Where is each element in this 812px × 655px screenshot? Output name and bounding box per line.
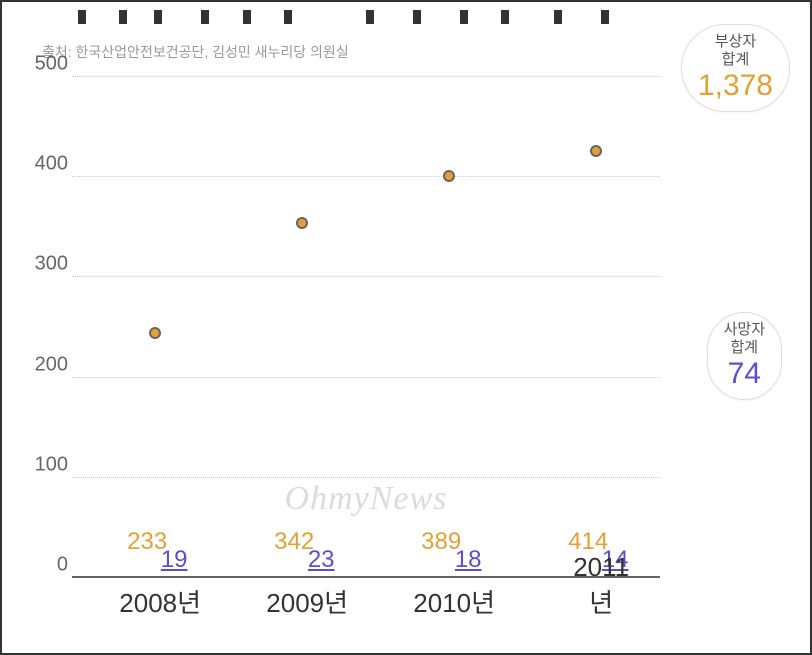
x-category-label: 2009년 (266, 583, 348, 620)
chart-container: 출처: 한국산업안전보건공단, 김성민 새누리당 의원실 0 100 200 3… (2, 2, 810, 653)
callout-title: 합계 (724, 339, 765, 357)
trend-dot (149, 327, 161, 339)
x-category-label: 2008년 (119, 583, 201, 620)
gridline (72, 276, 660, 277)
bar-value-purple: 18 (455, 546, 482, 574)
callout-title: 사망자 (724, 321, 765, 339)
y-tick-label: 0 (22, 554, 68, 577)
callout-title: 부상자 (698, 33, 773, 51)
trend-dot (443, 170, 455, 182)
watermark: OhmyNews (285, 480, 448, 518)
x-category-label: 2011년 (572, 552, 631, 620)
y-tick-label: 500 (22, 53, 68, 76)
bar-value-purple: 23 (308, 546, 335, 574)
y-tick-label: 200 (22, 353, 68, 376)
trend-dot (296, 217, 308, 229)
callout-orange-total: 부상자 합계 1,378 (681, 24, 790, 112)
trend-dot (590, 145, 602, 157)
y-tick-label: 100 (22, 453, 68, 476)
gridline (72, 377, 660, 378)
y-tick-label: 400 (22, 153, 68, 176)
callout-value: 1,378 (698, 69, 773, 103)
source-text: 출처: 한국산업안전보건공단, 김성민 새누리당 의원실 (42, 42, 349, 62)
y-tick-label: 300 (22, 253, 68, 276)
y-axis: 0 100 200 300 400 500 (22, 77, 72, 578)
gridline (72, 76, 660, 77)
callout-title: 합계 (698, 51, 773, 69)
callout-value: 74 (724, 357, 765, 391)
plot-area: OhmyNews 233 19 342 23 389 (72, 77, 660, 578)
top-ticks-decoration (72, 10, 660, 28)
gridline (72, 176, 660, 177)
callout-purple-total: 사망자 합계 74 (707, 312, 782, 400)
bar-value-purple: 19 (161, 546, 188, 574)
x-category-label: 2010년 (413, 583, 495, 620)
gridline (72, 477, 660, 478)
